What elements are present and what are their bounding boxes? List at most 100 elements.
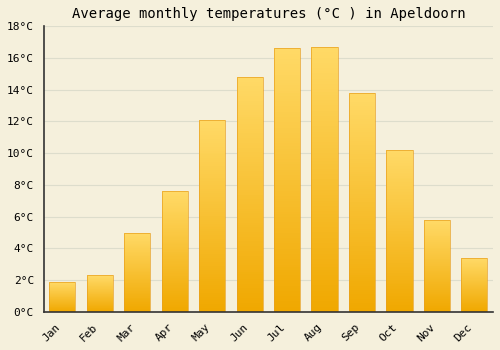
Bar: [461, 305, 487, 306]
Bar: [124, 307, 150, 308]
Bar: [124, 266, 150, 267]
Bar: [162, 229, 188, 230]
Bar: [124, 261, 150, 262]
Bar: [236, 169, 262, 171]
Bar: [274, 204, 300, 206]
Bar: [274, 212, 300, 215]
Bar: [86, 294, 113, 295]
Bar: [349, 290, 375, 292]
Bar: [86, 306, 113, 307]
Bar: [162, 298, 188, 299]
Bar: [312, 232, 338, 235]
Bar: [274, 299, 300, 301]
Bar: [274, 267, 300, 270]
Bar: [199, 308, 226, 310]
Bar: [199, 296, 226, 299]
Bar: [461, 265, 487, 266]
Bar: [162, 277, 188, 278]
Bar: [236, 211, 262, 213]
Bar: [424, 282, 450, 284]
Bar: [124, 280, 150, 281]
Bar: [461, 258, 487, 259]
Bar: [274, 251, 300, 254]
Bar: [124, 235, 150, 236]
Bar: [199, 225, 226, 228]
Bar: [86, 310, 113, 311]
Bar: [349, 294, 375, 296]
Bar: [124, 298, 150, 299]
Bar: [349, 233, 375, 235]
Bar: [236, 300, 262, 302]
Bar: [274, 230, 300, 233]
Bar: [199, 293, 226, 295]
Bar: [199, 122, 226, 124]
Bar: [274, 91, 300, 93]
Bar: [236, 274, 262, 277]
Bar: [124, 285, 150, 286]
Bar: [124, 294, 150, 295]
Bar: [386, 299, 412, 301]
Bar: [386, 288, 412, 289]
Bar: [199, 239, 226, 241]
Bar: [274, 151, 300, 154]
Bar: [386, 310, 412, 312]
Bar: [461, 284, 487, 285]
Bar: [312, 142, 338, 145]
Bar: [236, 103, 262, 105]
Bar: [386, 168, 412, 169]
Bar: [86, 291, 113, 292]
Bar: [124, 272, 150, 273]
Bar: [124, 306, 150, 307]
Bar: [236, 251, 262, 253]
Bar: [50, 282, 76, 312]
Bar: [461, 259, 487, 260]
Bar: [199, 185, 226, 187]
Bar: [312, 214, 338, 217]
Bar: [349, 156, 375, 159]
Bar: [236, 166, 262, 169]
Bar: [162, 243, 188, 244]
Bar: [461, 281, 487, 282]
Bar: [274, 99, 300, 101]
Bar: [162, 251, 188, 252]
Bar: [386, 257, 412, 259]
Bar: [86, 299, 113, 300]
Bar: [424, 279, 450, 280]
Bar: [312, 161, 338, 163]
Bar: [424, 240, 450, 241]
Bar: [461, 283, 487, 284]
Bar: [236, 91, 262, 93]
Bar: [274, 228, 300, 230]
Bar: [199, 199, 226, 201]
Bar: [424, 223, 450, 224]
Bar: [236, 157, 262, 159]
Bar: [312, 217, 338, 219]
Bar: [124, 275, 150, 276]
Bar: [424, 224, 450, 225]
Bar: [236, 293, 262, 295]
Bar: [424, 252, 450, 253]
Bar: [349, 104, 375, 106]
Bar: [312, 174, 338, 177]
Bar: [349, 119, 375, 121]
Bar: [312, 206, 338, 209]
Bar: [312, 113, 338, 116]
Bar: [274, 146, 300, 149]
Bar: [349, 273, 375, 275]
Bar: [199, 222, 226, 224]
Bar: [386, 276, 412, 278]
Bar: [424, 236, 450, 237]
Bar: [124, 297, 150, 298]
Bar: [199, 231, 226, 233]
Bar: [236, 140, 262, 143]
Bar: [124, 265, 150, 266]
Bar: [386, 189, 412, 190]
Bar: [386, 212, 412, 213]
Bar: [349, 198, 375, 200]
Bar: [199, 150, 226, 153]
Bar: [312, 79, 338, 81]
Bar: [386, 280, 412, 281]
Bar: [199, 193, 226, 195]
Bar: [424, 268, 450, 269]
Bar: [236, 286, 262, 288]
